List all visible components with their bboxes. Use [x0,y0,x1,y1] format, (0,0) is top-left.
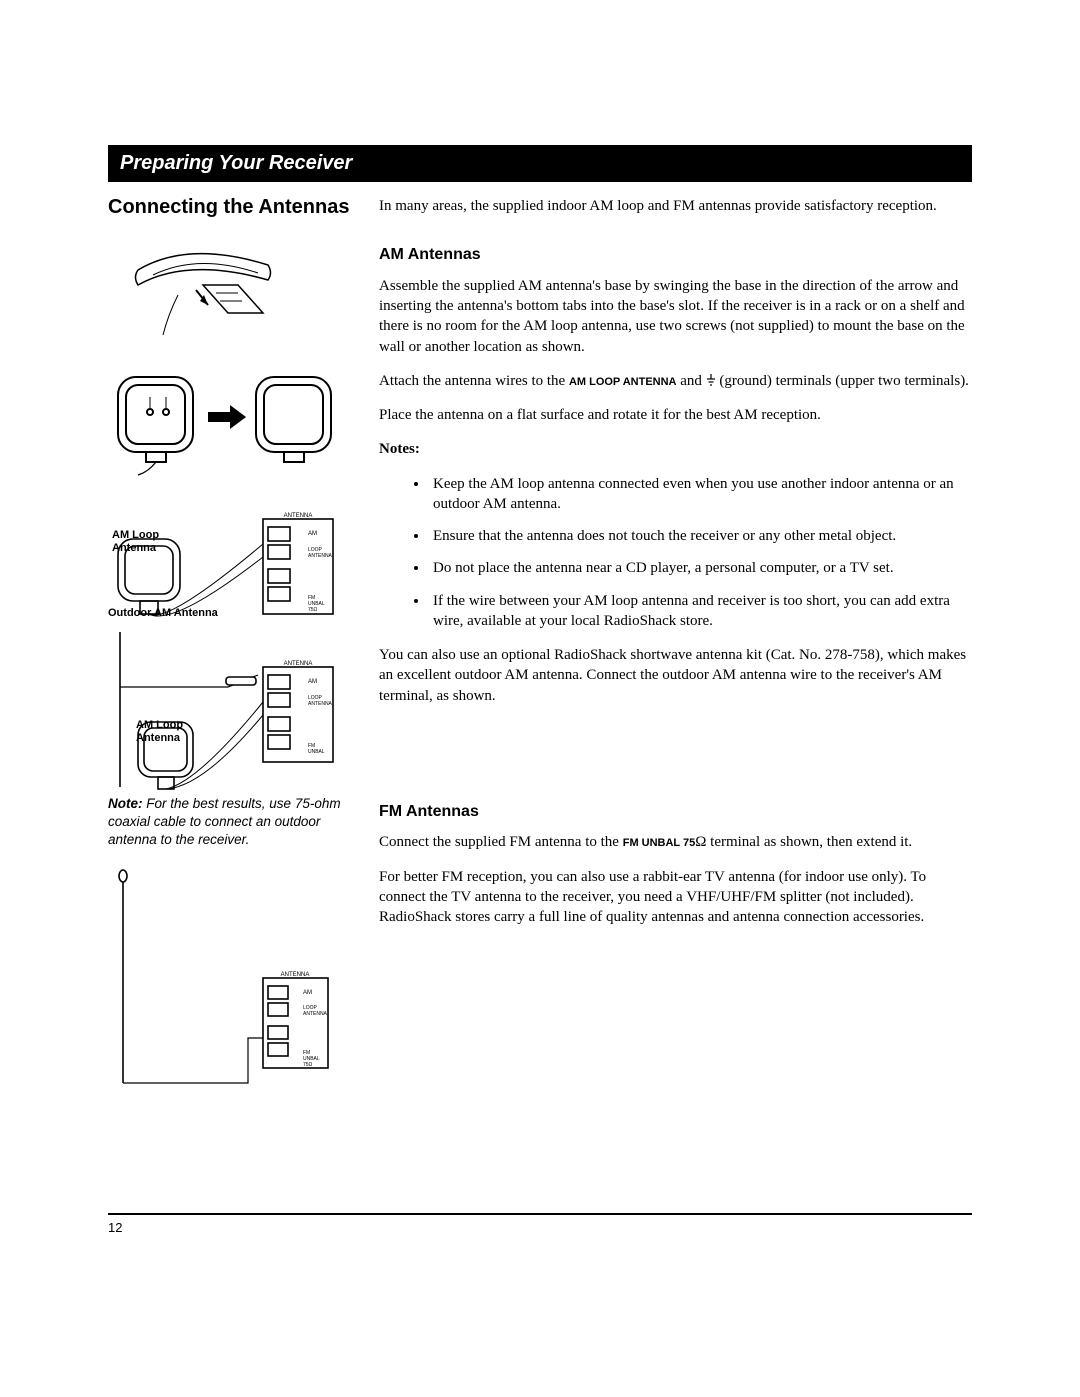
note-text: For the best results, use 75-ohm coaxial… [108,796,341,847]
note-item: Keep the AM loop antenna connected even … [429,474,972,515]
label-antenna-1: Antenna [112,542,172,555]
footer-rule [108,1213,972,1215]
am-p2b: AM LOOP ANTENNA [569,376,677,388]
fm-p1: Connect the supplied FM antenna to the F… [379,832,972,852]
note-item: Ensure that the antenna does not touch t… [429,526,972,546]
chapter-header-bar: Preparing Your Receiver [108,145,972,182]
page-number: 12 [108,1220,122,1235]
intro-text: In many areas, the supplied indoor AM lo… [379,196,972,216]
fm-p1c: Ω terminal as shown, then extend it. [695,834,912,850]
am-title: AM Antennas [379,244,972,266]
svg-text:AM: AM [303,990,312,996]
left-column: Connecting the Antennas [108,196,353,1120]
svg-text:ANTENNA: ANTENNA [284,513,313,519]
notes-list: Keep the AM loop antenna connected even … [379,474,972,632]
am-mount-illustration [108,367,338,477]
fm-p1a: Connect the supplied FM antenna to the [379,834,623,850]
svg-text:ANTENNA: ANTENNA [308,553,333,559]
am-p2c: and [677,373,706,389]
note-box: Note: For the best results, use 75-ohm c… [108,795,353,850]
fm-p1b: FM UNBAL 75 [623,837,696,849]
ground-icon [706,374,716,386]
figure-fm: ANTENNA AM LOOP ANTENNA FM UNBAL 75Ω [108,868,353,1098]
svg-text:75Ω: 75Ω [308,607,318,613]
am-p1: Assemble the supplied AM antenna's base … [379,276,972,357]
chapter-title: Preparing Your Receiver [120,152,352,174]
svg-text:ANTENNA: ANTENNA [308,701,333,707]
right-column: In many areas, the supplied indoor AM lo… [379,196,972,1120]
figure-outdoor-am: Outdoor AM Antenna ANTENNA [108,607,353,823]
am-base-illustration [108,235,308,345]
label-am-loop-1: AM Loop [112,529,172,542]
figure-am-base [108,235,353,345]
outdoor-am-illustration: ANTENNA AM LOOP ANTENNA FM UNBAL [108,627,348,797]
section-title: Connecting the Antennas [108,196,353,219]
page-content: Connecting the Antennas [108,196,972,1120]
fm-p2: For better FM reception, you can also us… [379,867,972,928]
svg-text:UNBAL: UNBAL [308,749,325,755]
fm-illustration: ANTENNA AM LOOP ANTENNA FM UNBAL 75Ω [108,868,333,1098]
figure-am-mount [108,367,353,477]
svg-text:AM: AM [308,679,317,685]
am-p2: Attach the antenna wires to the AM LOOP … [379,371,972,391]
svg-text:AM: AM [308,531,317,537]
svg-text:ANTENNA: ANTENNA [281,972,310,978]
notes-label: Notes: [379,439,972,459]
svg-text:ANTENNA: ANTENNA [284,661,313,667]
label-am-loop-2: AM Loop [136,719,196,732]
svg-text:ANTENNA: ANTENNA [303,1011,328,1017]
label-antenna-2: Antenna [136,732,196,745]
note-item: If the wire between your AM loop antenna… [429,591,972,632]
am-p4: You can also use an optional RadioShack … [379,645,972,706]
note-lead: Note: [108,796,143,811]
svg-text:75Ω: 75Ω [303,1062,313,1068]
am-p2a: Attach the antenna wires to the [379,373,569,389]
note-item: Do not place the antenna near a CD playe… [429,558,972,578]
am-p3: Place the antenna on a flat surface and … [379,405,972,425]
am-p2d: (ground) terminals (upper two terminals)… [716,373,969,389]
fm-title: FM Antennas [379,801,972,823]
